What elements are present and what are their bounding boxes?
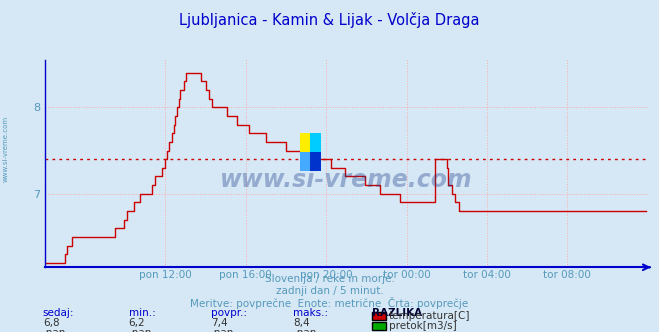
Text: -nan: -nan bbox=[293, 328, 316, 332]
Text: www.si-vreme.com: www.si-vreme.com bbox=[2, 116, 9, 183]
Bar bbox=[300, 152, 310, 171]
Text: 8,4: 8,4 bbox=[293, 318, 310, 328]
Text: RAZLIKA: RAZLIKA bbox=[372, 308, 422, 318]
Text: pretok[m3/s]: pretok[m3/s] bbox=[389, 321, 457, 331]
Text: Meritve: povprečne  Enote: metrične  Črta: povprečje: Meritve: povprečne Enote: metrične Črta:… bbox=[190, 297, 469, 309]
Text: sedaj:: sedaj: bbox=[43, 308, 74, 318]
Text: -nan: -nan bbox=[129, 328, 152, 332]
Text: 7,4: 7,4 bbox=[211, 318, 227, 328]
Bar bbox=[310, 152, 321, 171]
Text: maks.:: maks.: bbox=[293, 308, 328, 318]
Text: -nan: -nan bbox=[43, 328, 66, 332]
Text: -nan: -nan bbox=[211, 328, 234, 332]
Text: 6,2: 6,2 bbox=[129, 318, 145, 328]
Bar bbox=[310, 133, 321, 152]
Text: min.:: min.: bbox=[129, 308, 156, 318]
Text: www.si-vreme.com: www.si-vreme.com bbox=[220, 168, 473, 192]
Text: povpr.:: povpr.: bbox=[211, 308, 247, 318]
Text: temperatura[C]: temperatura[C] bbox=[389, 311, 471, 321]
Text: Slovenija / reke in morje.: Slovenija / reke in morje. bbox=[264, 274, 395, 284]
Text: zadnji dan / 5 minut.: zadnji dan / 5 minut. bbox=[275, 286, 384, 295]
Text: Ljubljanica - Kamin & Lijak - Volčja Draga: Ljubljanica - Kamin & Lijak - Volčja Dra… bbox=[179, 12, 480, 28]
Text: 6,8: 6,8 bbox=[43, 318, 59, 328]
Bar bbox=[300, 133, 310, 152]
